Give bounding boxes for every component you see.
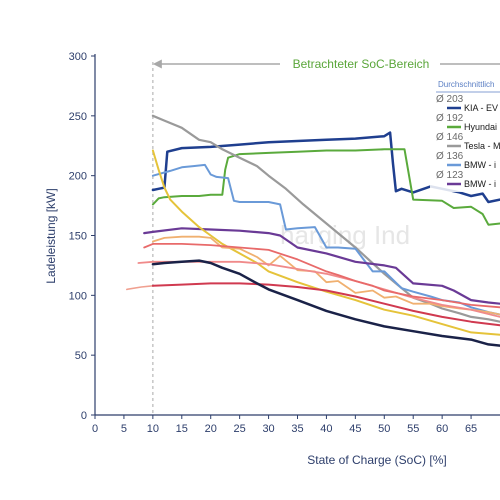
x-tick-label: 10 bbox=[147, 423, 159, 435]
y-tick-label: 300 bbox=[69, 51, 87, 63]
x-tick-label: 55 bbox=[407, 423, 419, 435]
series-line-11 bbox=[151, 282, 500, 327]
series-line-12 bbox=[151, 259, 500, 347]
series-line-2 bbox=[151, 148, 500, 226]
x-tick-label: 0 bbox=[92, 423, 98, 435]
legend-name-5: BMW - i bbox=[464, 179, 496, 189]
x-tick-label: 65 bbox=[465, 423, 477, 435]
legend-name-4: BMW - i bbox=[464, 160, 496, 170]
y-tick-label: 250 bbox=[69, 111, 87, 123]
series-line-5 bbox=[143, 227, 500, 305]
legend-avg-5: Ø 123 bbox=[436, 170, 464, 181]
x-tick-label: 30 bbox=[262, 423, 274, 435]
y-tick-label: 0 bbox=[81, 410, 87, 422]
y-tick-label: 50 bbox=[75, 350, 87, 362]
x-tick-label: 5 bbox=[121, 423, 127, 435]
x-tick-label: 50 bbox=[378, 423, 390, 435]
x-tick-label: 60 bbox=[436, 423, 448, 435]
legend-title: Durchschnittlich bbox=[438, 80, 494, 89]
legend-avg-4: Ø 136 bbox=[436, 151, 464, 162]
x-tick-label: 40 bbox=[320, 423, 332, 435]
series-line-9 bbox=[143, 242, 500, 309]
series-line-7 bbox=[151, 235, 500, 316]
series-line-3 bbox=[151, 114, 500, 323]
y-axis-label: Ladeleistung [kW] bbox=[44, 188, 58, 283]
x-tick-label: 15 bbox=[176, 423, 188, 435]
legend-avg-1: Ø 203 bbox=[436, 94, 464, 105]
region-label: Betrachteter SoC-Bereich bbox=[293, 57, 430, 71]
y-tick-label: 200 bbox=[69, 171, 87, 183]
x-tick-label: 20 bbox=[205, 423, 217, 435]
x-tick-label: 25 bbox=[234, 423, 246, 435]
watermark-text: harging Ind bbox=[280, 220, 410, 250]
x-axis-label: State of Charge (SoC) [%] bbox=[307, 453, 446, 467]
legend-avg-3: Ø 146 bbox=[436, 132, 464, 143]
series-line-10 bbox=[126, 284, 154, 291]
legend-name-3: Tesla - M bbox=[464, 141, 500, 151]
region-arrow-head bbox=[152, 59, 162, 69]
y-tick-label: 150 bbox=[69, 231, 87, 243]
legend-name-1: KIA - EV bbox=[464, 103, 498, 113]
series-line-4 bbox=[151, 163, 500, 316]
series-line-1 bbox=[151, 131, 500, 204]
x-tick-label: 35 bbox=[291, 423, 303, 435]
legend-avg-2: Ø 192 bbox=[436, 113, 464, 124]
y-tick-label: 100 bbox=[69, 290, 87, 302]
legend-name-2: Hyundai bbox=[464, 122, 497, 132]
x-tick-label: 45 bbox=[349, 423, 361, 435]
legend-background bbox=[430, 80, 500, 192]
